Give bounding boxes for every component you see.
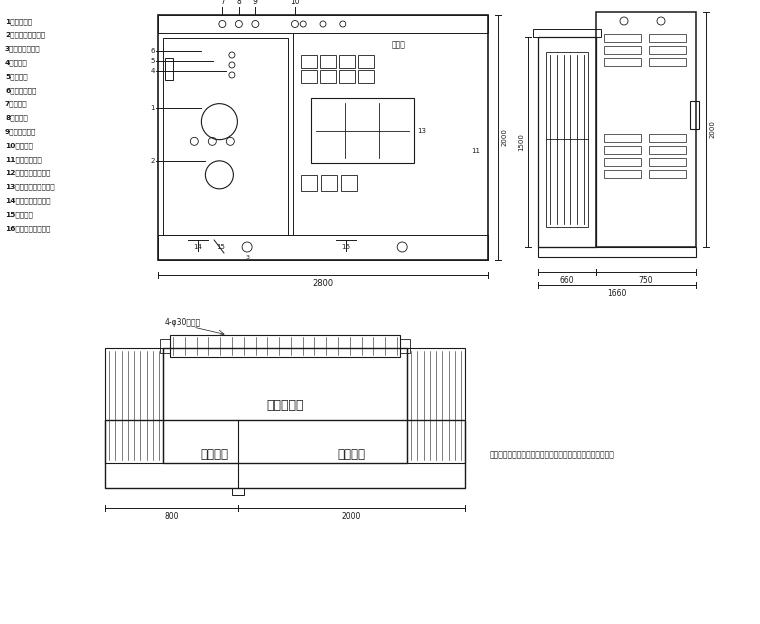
Text: 变压器主体: 变压器主体 (266, 399, 304, 412)
Bar (339, 70, 355, 83)
Text: 9: 9 (253, 0, 258, 6)
Text: 15: 15 (217, 244, 225, 250)
Text: 4: 4 (150, 68, 155, 74)
Text: 750: 750 (638, 276, 654, 285)
Bar (604, 46, 641, 54)
Bar (546, 52, 588, 227)
Text: 14、高压室接地端子: 14、高压室接地端子 (5, 197, 50, 204)
Text: 15、放油阀: 15、放油阀 (5, 211, 33, 218)
Text: 4、油位计: 4、油位计 (5, 59, 28, 66)
Text: 2: 2 (150, 158, 155, 164)
Bar (341, 175, 357, 191)
Bar (301, 175, 317, 191)
Text: 3: 3 (245, 255, 249, 260)
Text: 16: 16 (341, 244, 350, 250)
Text: 10: 10 (290, 0, 299, 6)
Text: 说明：以上尺寸仅供作为参考，最终尺寸以厂家产品实物为准: 说明：以上尺寸仅供作为参考，最终尺寸以厂家产品实物为准 (490, 450, 615, 459)
Bar (320, 70, 336, 83)
Text: 13: 13 (417, 127, 426, 134)
Bar (105, 420, 465, 488)
Text: 800: 800 (164, 512, 179, 521)
Bar (312, 98, 414, 163)
Text: 2000: 2000 (342, 512, 361, 521)
Text: 16、低压室接地端子: 16、低压室接地端子 (5, 225, 50, 232)
Bar (163, 348, 407, 463)
Text: 表计室: 表计室 (392, 41, 406, 49)
Bar (604, 134, 641, 142)
Bar (649, 158, 686, 166)
Text: 低压间隔: 低压间隔 (337, 447, 366, 461)
Text: 8、压力表: 8、压力表 (5, 115, 28, 121)
Bar (649, 134, 686, 142)
Text: 6、压力释放阀: 6、压力释放阀 (5, 87, 36, 94)
Text: 11、无功补偿室: 11、无功补偿室 (5, 156, 42, 163)
Text: 5: 5 (150, 58, 155, 64)
Text: 5、注油口: 5、注油口 (5, 73, 27, 80)
Bar (649, 46, 686, 54)
Bar (339, 55, 355, 68)
Text: 3、调压分接开关: 3、调压分接开关 (5, 46, 40, 52)
Text: 1660: 1660 (607, 289, 627, 298)
Text: 1、高压套管: 1、高压套管 (5, 18, 32, 24)
Text: 660: 660 (559, 276, 575, 285)
Bar (604, 58, 641, 66)
Bar (596, 12, 696, 247)
Text: 8: 8 (236, 0, 241, 6)
Bar (604, 34, 641, 42)
Bar (105, 348, 163, 463)
Text: 2000: 2000 (502, 129, 508, 147)
Bar (538, 247, 696, 257)
Bar (604, 170, 641, 178)
Bar (158, 15, 488, 33)
Bar (649, 34, 686, 42)
Bar (649, 58, 686, 66)
Text: 11: 11 (471, 149, 480, 154)
Bar (320, 55, 336, 68)
Text: 10、表计室: 10、表计室 (5, 142, 33, 149)
Text: 2800: 2800 (312, 279, 334, 288)
Bar (690, 101, 699, 129)
Bar (301, 70, 317, 83)
Bar (604, 158, 641, 166)
Bar (407, 348, 465, 463)
Bar (158, 235, 488, 260)
Text: 13、低压侧负荷断路器: 13、低压侧负荷断路器 (5, 183, 55, 190)
Bar (358, 70, 374, 83)
Bar (301, 55, 317, 68)
Text: 2000: 2000 (710, 120, 716, 139)
Text: 6: 6 (150, 48, 155, 54)
Bar (160, 339, 170, 353)
Bar (604, 146, 641, 154)
Text: 14: 14 (193, 244, 202, 250)
Text: 4-φ30安装孔: 4-φ30安装孔 (165, 318, 201, 327)
Bar (233, 488, 244, 495)
Bar (170, 335, 400, 357)
Bar (649, 146, 686, 154)
Text: 7: 7 (220, 0, 225, 6)
Bar (163, 38, 288, 235)
Text: 12、低压侧主断路器: 12、低压侧主断路器 (5, 170, 50, 177)
Bar (538, 37, 596, 247)
Bar (158, 15, 488, 260)
Bar (165, 58, 173, 80)
Text: 2、四位置负荷开关: 2、四位置负荷开关 (5, 32, 45, 39)
Text: 高压间隔: 高压间隔 (200, 447, 228, 461)
Text: 9、低压断路器: 9、低压断路器 (5, 129, 36, 135)
Bar (533, 29, 601, 37)
Text: 1: 1 (150, 105, 155, 111)
Bar (400, 339, 410, 353)
Text: 7、温度计: 7、温度计 (5, 101, 27, 107)
Bar (321, 175, 337, 191)
Bar (358, 55, 374, 68)
Bar (649, 170, 686, 178)
Text: 1500: 1500 (518, 133, 524, 151)
